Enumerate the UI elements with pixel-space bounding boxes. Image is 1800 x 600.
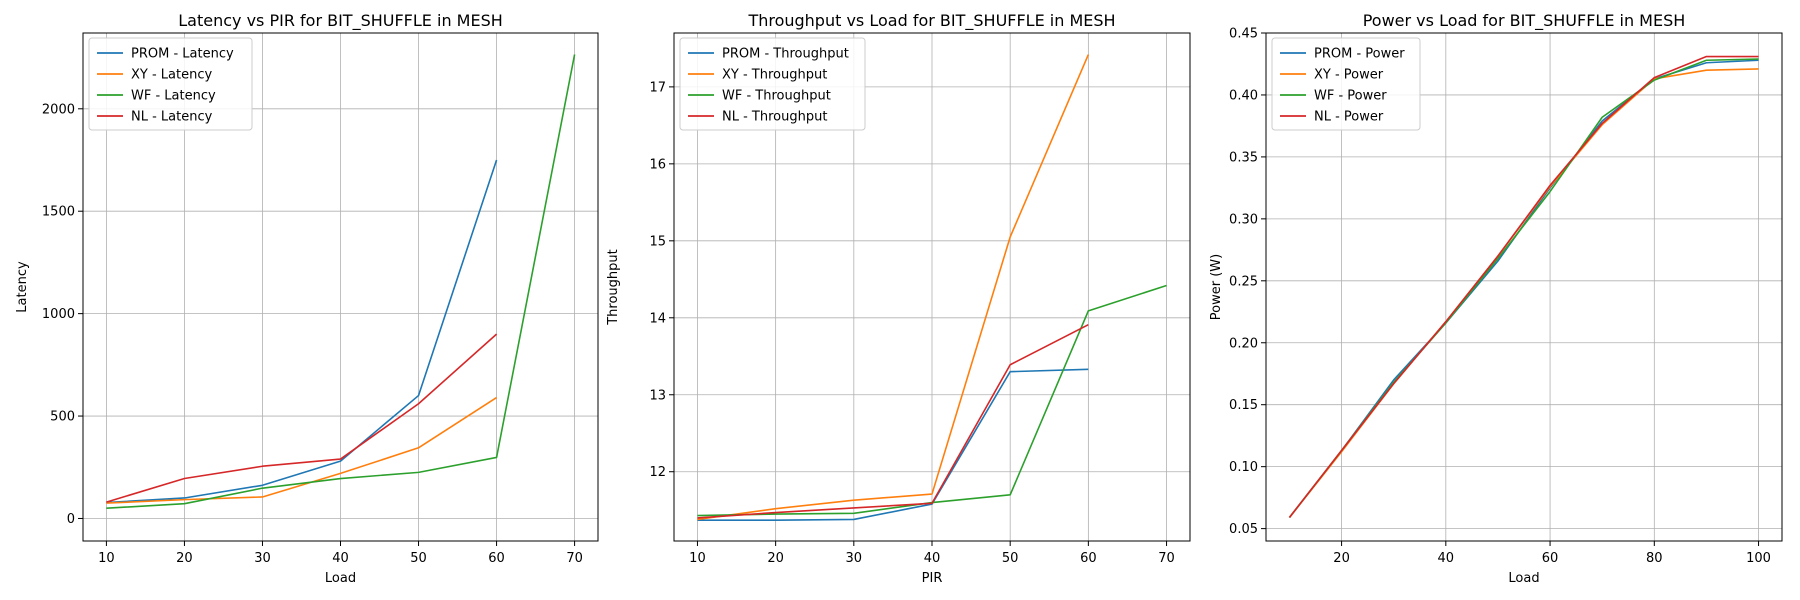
power-chart-title: Power vs Load for BIT_SHUFFLE in MESH <box>1363 11 1686 31</box>
throughput-x-ticks: 10 20 30 40 50 60 70 <box>689 541 1175 566</box>
power-legend-label-prom: PROM - Power <box>1314 47 1405 62</box>
power-x-tick-label: 40 <box>1438 551 1455 566</box>
latency-x-tick-label: 70 <box>566 551 583 566</box>
throughput-series-line-xy <box>697 54 1090 521</box>
throughput-x-tick-label: 30 <box>846 551 863 566</box>
power-x-ticks: 20 40 60 80 100 <box>1333 541 1771 566</box>
power-y-tick-label: 0.30 <box>1229 212 1258 227</box>
power-x-tick-label: 20 <box>1333 551 1350 566</box>
throughput-y-tick-label: 12 <box>649 465 666 480</box>
latency-x-tick-label: 50 <box>410 551 427 566</box>
throughput-y-tick-label: 16 <box>649 157 666 172</box>
latency-chart: 10 20 30 40 50 60 70 0 500 1000 1500 2000 Latency … <box>15 11 599 586</box>
power-y-tick-label: 0.25 <box>1229 274 1258 289</box>
power-chart: 20 40 60 80 100 0.05 0.10 0.15 0.20 0.25 0.30 0.35… <box>1209 11 1783 586</box>
power-series-line-nl <box>1288 55 1759 518</box>
power-legend-label-xy: XY - Power <box>1314 68 1384 83</box>
latency-x-tick-label: 30 <box>254 551 271 566</box>
latency-x-ticks: 10 20 30 40 50 60 70 <box>98 541 583 566</box>
power-x-tick-label: 100 <box>1746 551 1771 566</box>
power-lines <box>1288 55 1759 518</box>
power-legend: PROM - Power XY - Power WF - Power NL - Pow… <box>1271 37 1421 131</box>
latency-y-ticks: 0 500 1000 1500 2000 <box>42 102 83 527</box>
throughput-series-line-nl <box>697 324 1089 519</box>
throughput-y-axis-label: Throughput <box>606 249 621 326</box>
throughput-legend-label-wf: WF - Throughput <box>722 89 831 104</box>
power-legend-box <box>1271 37 1421 131</box>
throughput-x-tick-label: 70 <box>1158 551 1175 566</box>
throughput-y-tick-label: 15 <box>649 234 666 249</box>
latency-grid <box>83 33 598 541</box>
latency-x-axis-label: Load <box>325 571 356 586</box>
throughput-legend: PROM - Throughput XY - Throughput WF - Thr… <box>679 37 866 131</box>
latency-x-tick-label: 60 <box>488 551 505 566</box>
throughput-y-tick-label: 13 <box>649 388 666 403</box>
latency-legend-label-xy: XY - Latency <box>131 68 212 83</box>
latency-y-tick-label: 1500 <box>42 205 75 220</box>
latency-y-tick-label: 1000 <box>42 307 75 322</box>
latency-legend: PROM - Latency XY - Latency WF - Latency NL… <box>88 37 253 131</box>
latency-x-tick-label: 10 <box>98 551 115 566</box>
throughput-series-line-prom <box>697 368 1089 522</box>
power-x-tick-label: 60 <box>1542 551 1559 566</box>
power-plot-frame <box>1265 32 1783 542</box>
latency-y-tick-label: 2000 <box>42 102 75 117</box>
latency-series-line-xy <box>106 396 497 504</box>
power-x-axis-label: Load <box>1508 571 1539 586</box>
throughput-chart: 10 20 30 40 50 60 70 12 13 14 15 16 17 Throughput v… <box>606 11 1191 586</box>
latency-legend-label-wf: WF - Latency <box>131 89 216 104</box>
throughput-grid <box>674 33 1190 541</box>
throughput-legend-label-xy: XY - Throughput <box>722 68 827 83</box>
throughput-chart-title: Throughput vs Load for BIT_SHUFFLE in ME… <box>747 11 1115 31</box>
throughput-y-ticks: 12 13 14 15 16 17 <box>649 80 674 480</box>
latency-legend-label-prom: PROM - Latency <box>131 47 234 62</box>
latency-legend-box <box>88 37 253 131</box>
latency-series-line-prom <box>106 159 498 504</box>
throughput-lines <box>697 54 1167 522</box>
throughput-legend-label-prom: PROM - Throughput <box>722 47 849 62</box>
throughput-x-tick-label: 10 <box>689 551 706 566</box>
power-y-tick-label: 0.35 <box>1229 150 1258 165</box>
power-y-tick-label: 0.45 <box>1229 27 1258 42</box>
throughput-y-tick-label: 14 <box>649 311 666 326</box>
throughput-legend-label-nl: NL - Throughput <box>722 110 827 125</box>
latency-x-tick-label: 20 <box>176 551 193 566</box>
power-legend-label-wf: WF - Power <box>1314 89 1387 104</box>
power-y-tick-label: 0.10 <box>1229 460 1258 475</box>
throughput-x-tick-label: 20 <box>767 551 784 566</box>
latency-y-tick-label: 500 <box>50 410 75 425</box>
power-y-tick-label: 0.20 <box>1229 336 1258 351</box>
latency-lines <box>106 54 576 510</box>
latency-y-axis-label: Latency <box>15 261 30 313</box>
power-y-ticks: 0.05 0.10 0.15 0.20 0.25 0.30 0.35 0.40 0.45 <box>1229 27 1266 537</box>
throughput-x-axis-label: PIR <box>922 571 943 586</box>
power-x-tick-label: 80 <box>1646 551 1663 566</box>
throughput-x-tick-label: 40 <box>924 551 941 566</box>
throughput-y-tick-label: 17 <box>649 80 666 95</box>
latency-series-line-nl <box>106 333 498 503</box>
power-y-tick-label: 0.15 <box>1229 398 1258 413</box>
latency-y-tick-label: 0 <box>67 512 75 527</box>
latency-chart-title: Latency vs PIR for BIT_SHUFFLE in MESH <box>178 11 503 31</box>
power-legend-label-nl: NL - Power <box>1314 110 1384 125</box>
power-y-tick-label: 0.05 <box>1229 522 1258 537</box>
latency-legend-label-nl: NL - Latency <box>131 110 213 125</box>
latency-x-tick-label: 40 <box>332 551 349 566</box>
power-y-tick-label: 0.40 <box>1229 88 1258 103</box>
throughput-legend-box <box>679 37 866 131</box>
throughput-x-tick-label: 60 <box>1080 551 1097 566</box>
power-y-axis-label: Power (W) <box>1209 254 1224 320</box>
throughput-x-tick-label: 50 <box>1002 551 1019 566</box>
latency-series-line-wf <box>106 54 576 510</box>
